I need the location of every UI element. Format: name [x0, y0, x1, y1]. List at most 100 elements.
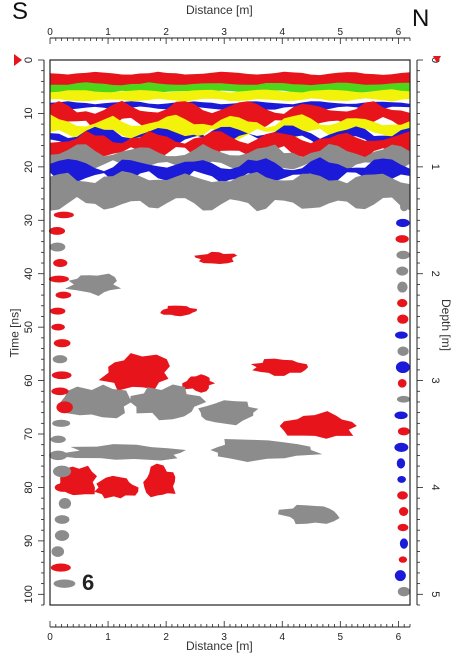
edge-trace-left [49, 242, 66, 252]
reflection-blob [130, 384, 207, 421]
axes: 0011223344556601020304050607080901000123… [23, 27, 441, 643]
x-tick-label-top: 3 [221, 27, 227, 38]
y2-tick-label: 1 [429, 164, 441, 170]
edge-trace-right [397, 314, 409, 324]
y2-tick-label: 5 [429, 591, 441, 597]
y-tick-label: 30 [23, 214, 35, 226]
y-tick-label: 20 [23, 161, 35, 173]
edge-trace-right [400, 202, 409, 212]
edge-trace-left [56, 401, 73, 414]
reflection-band [50, 171, 410, 212]
reflection-blob [250, 358, 308, 376]
edge-trace-left [49, 450, 68, 461]
edge-trace-left [53, 259, 68, 268]
reflection-blob [210, 439, 323, 462]
edge-trace-left [53, 211, 74, 219]
edge-trace-right [397, 281, 408, 293]
reflection-band [50, 130, 410, 161]
edge-trace-left [54, 194, 71, 203]
reflection-blob [279, 411, 357, 439]
reflection-band [50, 89, 410, 102]
corner-label-south: S [12, 0, 29, 25]
reflection-blob [160, 305, 198, 317]
edge-trace-left [55, 291, 72, 299]
x-axis-title-bottom: Distance [m] [186, 639, 253, 653]
x-tick-label-bottom: 2 [163, 632, 169, 643]
edge-trace-right [395, 235, 409, 243]
edge-trace-right [399, 538, 409, 549]
edge-trace-left [51, 371, 72, 380]
edge-trace-right [394, 570, 406, 582]
edge-trace-left [58, 498, 72, 509]
plot-border [49, 59, 411, 606]
edge-trace-right [397, 476, 406, 483]
edge-trace-right [397, 299, 408, 308]
y-tick-label: 100 [23, 585, 35, 603]
edge-trace-left [51, 387, 69, 396]
zero-marker-left [14, 54, 22, 66]
edge-trace-right [396, 395, 411, 403]
x-tick-label-top: 0 [47, 27, 53, 38]
edge-trace-left [54, 482, 73, 492]
x-tick-label-bottom: 1 [105, 632, 111, 643]
y-tick-label: 10 [23, 107, 35, 119]
edge-trace-left [53, 579, 76, 588]
reflection-bands [50, 71, 410, 212]
y-tick-label: 70 [23, 428, 35, 440]
x-axis-title-top: Distance [m] [186, 3, 253, 17]
edge-trace-left [53, 339, 71, 348]
edge-trace-right [398, 556, 408, 563]
y-tick-label: 90 [23, 535, 35, 547]
reflection-blob [198, 400, 259, 426]
edge-trace-right [395, 361, 410, 374]
edge-trace-right [396, 458, 406, 469]
edge-trace-right [398, 507, 409, 516]
reflection-blob [143, 463, 176, 498]
y2-tick-label: 3 [429, 378, 441, 384]
edge-trace-right [397, 523, 409, 532]
edge-trace-right [394, 411, 408, 420]
y-tick-label: 60 [23, 374, 35, 386]
edge-trace-left [51, 323, 65, 331]
edge-trace-left [50, 563, 71, 572]
depth-markers [14, 54, 441, 66]
edge-trace-left [54, 515, 70, 524]
edge-trace-left [48, 275, 69, 283]
y-tick-label: 80 [23, 481, 35, 493]
reflection-blob [278, 504, 340, 525]
edge-trace-right [396, 266, 409, 276]
panel-number: 6 [82, 570, 95, 595]
x-tick-label-top: 6 [396, 27, 402, 38]
edge-trace-left [50, 435, 66, 444]
reflection-blob [182, 374, 216, 393]
edge-trace-left [49, 307, 66, 315]
reflection-blob [65, 273, 122, 296]
reflection-blob [98, 353, 170, 391]
reflection-blob [94, 475, 139, 499]
plot-frame [49, 59, 411, 606]
edge-trace-left [48, 227, 66, 235]
y2-tick-label: 2 [429, 271, 441, 277]
edge-trace-right [395, 331, 408, 339]
reflection-blob [56, 444, 187, 461]
edge-trace-right [396, 250, 410, 260]
y2-tick-label: 0 [429, 57, 441, 63]
corner-label-north: N [412, 5, 430, 32]
edge-trace-right [397, 427, 410, 436]
x-tick-label-top: 2 [163, 27, 169, 38]
y-tick-label: 50 [23, 321, 35, 333]
x-tick-label-bottom: 5 [338, 632, 344, 643]
edge-trace-right [397, 491, 408, 500]
x-tick-label-bottom: 0 [47, 632, 53, 643]
x-tick-label-top: 5 [338, 27, 344, 38]
reflection-blob [194, 251, 238, 264]
zero-marker-right [433, 56, 441, 63]
edge-trace-right [397, 346, 409, 356]
edge-trace-left [52, 419, 71, 427]
edge-trace-right [397, 586, 411, 597]
edge-trace-left [54, 530, 70, 541]
x-tick-label-bottom: 4 [279, 632, 285, 643]
x-tick-label-bottom: 3 [221, 632, 227, 643]
reflection-blobs [48, 194, 411, 597]
